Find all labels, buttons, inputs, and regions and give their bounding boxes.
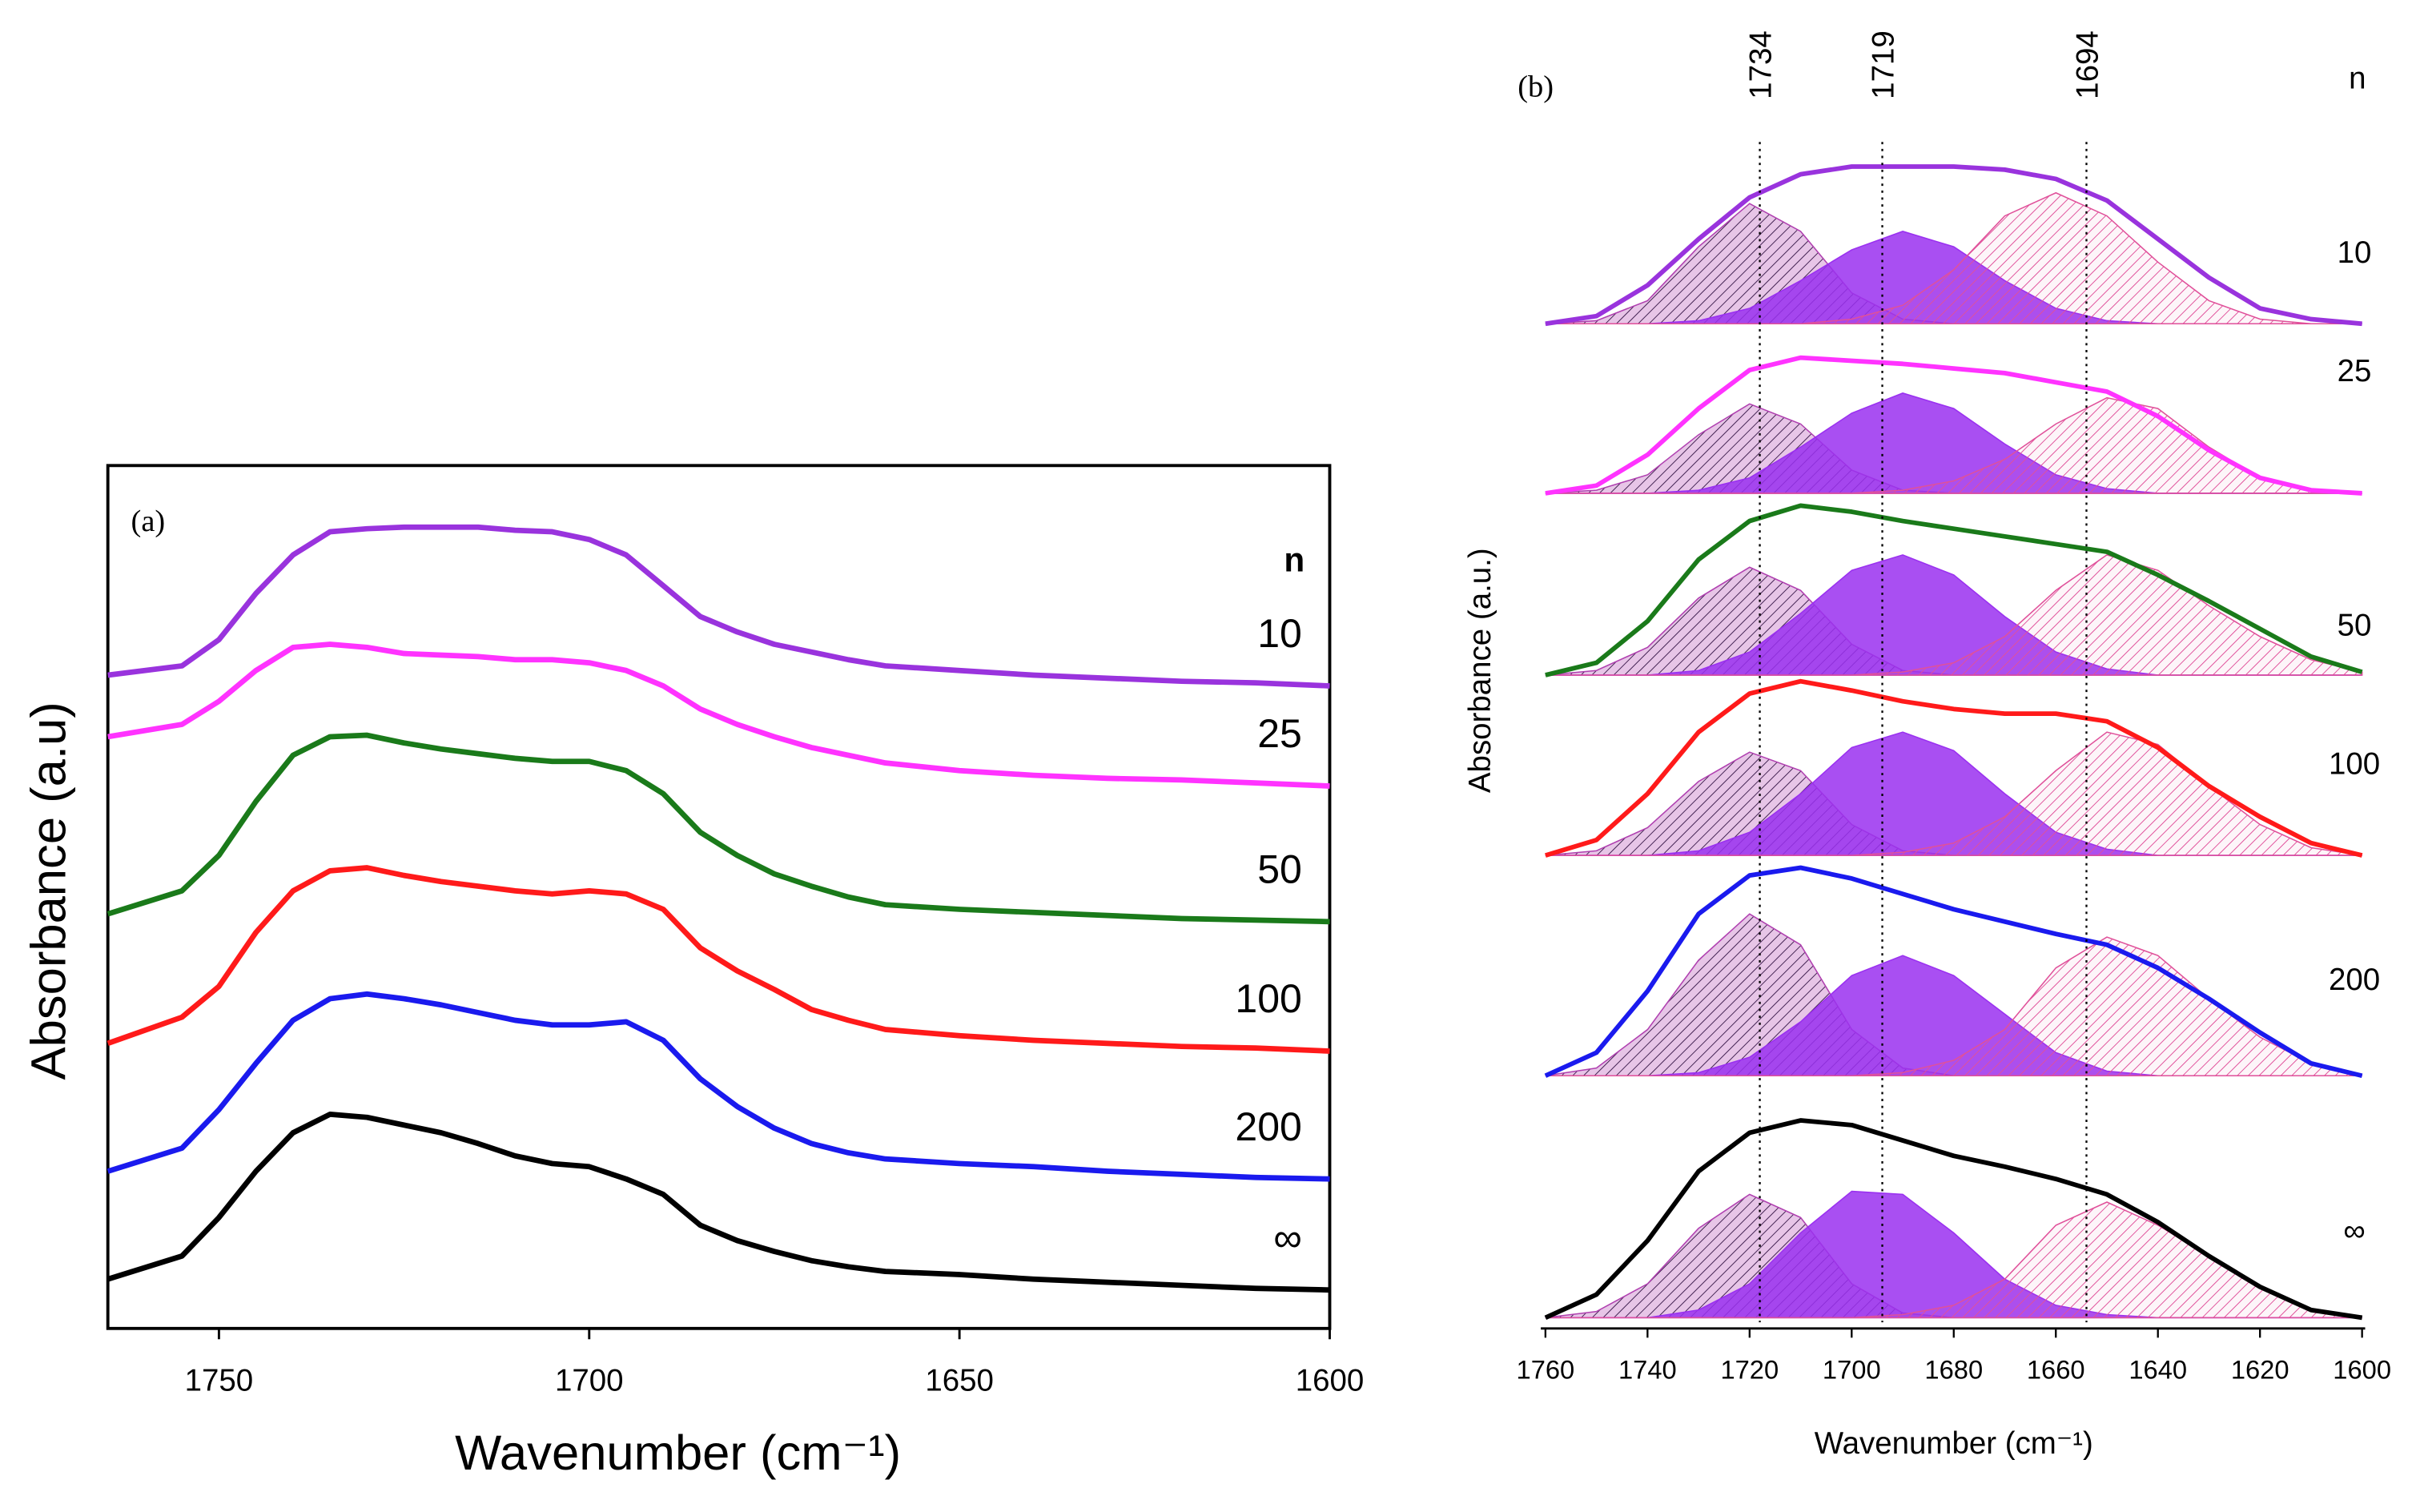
- panel-label: (a): [131, 505, 166, 538]
- envelope-line: [1544, 1118, 2363, 1321]
- x-tick-label: 1720: [1720, 1354, 1779, 1384]
- x-tick-label: 1650: [925, 1363, 994, 1397]
- fit-component: [1545, 554, 2363, 676]
- reference-label: 1734: [1744, 30, 1779, 99]
- series-label: 100: [2329, 747, 2380, 782]
- spectrum-line: [107, 865, 1330, 1054]
- envelope-line: [1545, 503, 2363, 678]
- x-axis-title: Wavenumber (cm⁻¹): [455, 1426, 901, 1481]
- series-label: 200: [1235, 1104, 1301, 1149]
- series-label: 25: [1257, 711, 1302, 756]
- spectrum-line: [107, 641, 1330, 789]
- legend-title: n: [2349, 61, 2366, 95]
- envelope-line: [1544, 865, 2363, 1079]
- series-label: 10: [1257, 611, 1302, 656]
- x-tick-label: 1700: [1823, 1354, 1881, 1384]
- series-label: ∞: [1273, 1215, 1302, 1260]
- panel-label: (b): [1518, 70, 1554, 104]
- legend-title: n: [1284, 541, 1304, 579]
- envelope-line: [1545, 164, 2362, 327]
- spectrum-line: [107, 991, 1330, 1182]
- series-label: 50: [1257, 846, 1302, 891]
- x-tick-label: 1660: [2027, 1354, 2085, 1384]
- x-axis-title: Wavenumber (cm⁻¹): [1815, 1426, 2093, 1461]
- x-tick-label: 1760: [1517, 1354, 1575, 1384]
- x-tick-label: 1640: [2129, 1354, 2187, 1384]
- fit-component: [1545, 191, 2362, 325]
- x-tick-label: 1620: [2231, 1354, 2289, 1384]
- fit-component: [1545, 731, 2362, 856]
- reference-label: 1694: [2071, 30, 2105, 99]
- x-tick-label: 1700: [555, 1363, 624, 1397]
- series-label: ∞: [2343, 1214, 2365, 1249]
- envelope-line: [1545, 678, 2363, 858]
- plot-frame: [106, 464, 1332, 1330]
- series-label: 10: [2338, 235, 2372, 270]
- y-axis-title: Absorbance (a.u): [22, 702, 77, 1080]
- spectrum-line: [107, 524, 1330, 689]
- x-tick-label: 1750: [185, 1363, 254, 1397]
- series-label: 25: [2338, 354, 2372, 388]
- series-label: 100: [1235, 976, 1301, 1021]
- y-axis-title: Absorbance (a.u.): [1463, 548, 1497, 793]
- series-label: 200: [2329, 963, 2380, 997]
- reference-label: 1719: [1867, 30, 1901, 99]
- spectrum-line: [107, 1111, 1330, 1293]
- x-tick-label: 1680: [1924, 1354, 1983, 1384]
- fit-component: [1545, 936, 2362, 1077]
- series-label: 50: [2338, 609, 2372, 643]
- spectrum-line: [107, 732, 1330, 925]
- x-tick-label: 1600: [1296, 1363, 1365, 1397]
- x-tick-label: 1600: [2333, 1354, 2391, 1384]
- envelope-line: [1545, 355, 2362, 496]
- x-tick-label: 1740: [1618, 1354, 1677, 1384]
